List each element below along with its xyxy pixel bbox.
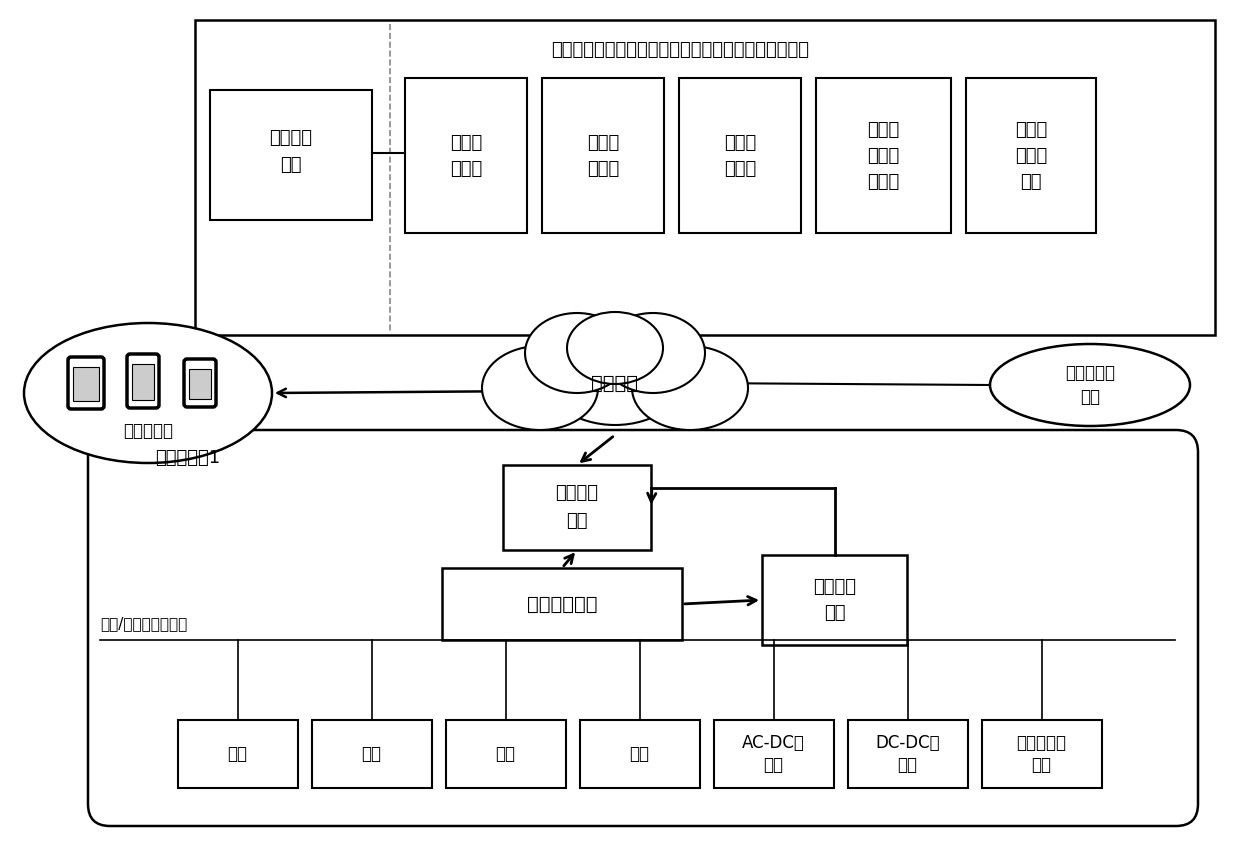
Text: 设备参: 设备参	[450, 134, 482, 151]
Bar	[133, 364, 154, 400]
FancyBboxPatch shape	[185, 359, 216, 407]
Bar	[311, 720, 431, 788]
Bar	[209, 90, 372, 220]
Ellipse shape	[632, 346, 748, 430]
Text: 风机: 风机	[228, 745, 248, 763]
Text: 其他交直流: 其他交直流	[1066, 364, 1115, 382]
Text: 交直流微网1: 交直流微网1	[155, 449, 221, 467]
Text: 数管理: 数管理	[450, 160, 482, 177]
Bar	[442, 568, 681, 640]
Bar	[177, 720, 297, 788]
Text: AC-DC变: AC-DC变	[742, 734, 805, 752]
Text: 负荷: 负荷	[629, 745, 649, 763]
Text: 能源发: 能源发	[867, 146, 900, 165]
Text: 指导: 指导	[1020, 172, 1042, 191]
Text: 设备能: 设备能	[587, 134, 620, 151]
Text: 互联网终端: 互联网终端	[123, 422, 173, 440]
Ellipse shape	[543, 321, 686, 425]
Ellipse shape	[601, 313, 705, 393]
Text: 基于云平台的分布式可再生能源综合能效评估管理系统: 基于云平台的分布式可再生能源综合能效评估管理系统	[551, 41, 809, 59]
Bar	[195, 20, 1215, 335]
Ellipse shape	[543, 321, 686, 425]
Text: 光热: 光热	[496, 745, 515, 763]
Ellipse shape	[482, 346, 598, 430]
Text: 可再生: 可再生	[867, 120, 900, 139]
Ellipse shape	[990, 344, 1189, 426]
Bar	[714, 720, 834, 788]
Text: 光纤/以太控制信息网: 光纤/以太控制信息网	[100, 616, 187, 632]
Bar	[981, 720, 1101, 788]
Bar	[73, 367, 99, 401]
Text: 装置: 装置	[566, 512, 587, 530]
Text: 计量采集系统: 计量采集系统	[527, 595, 597, 613]
Text: 估结果: 估结果	[1015, 146, 1047, 165]
Ellipse shape	[24, 323, 273, 463]
Text: 网络安全: 网络安全	[555, 484, 598, 502]
Bar	[966, 78, 1097, 233]
Text: 效监测: 效监测	[587, 160, 620, 177]
Text: 能效评: 能效评	[1015, 120, 1047, 139]
Bar	[446, 720, 565, 788]
FancyBboxPatch shape	[68, 357, 104, 409]
Ellipse shape	[632, 346, 748, 430]
Bar	[405, 78, 527, 233]
Ellipse shape	[525, 313, 629, 393]
FancyBboxPatch shape	[128, 354, 159, 408]
Ellipse shape	[482, 346, 598, 430]
Bar	[817, 78, 952, 233]
Text: 云端网络: 云端网络	[591, 373, 638, 393]
Ellipse shape	[567, 312, 663, 384]
Text: 效分析: 效分析	[724, 160, 756, 177]
Bar	[190, 369, 211, 399]
Text: 电监测: 电监测	[867, 172, 900, 191]
Text: DC-DC变: DC-DC变	[875, 734, 940, 752]
Ellipse shape	[601, 313, 705, 393]
Bar	[847, 720, 968, 788]
Text: 设备能: 设备能	[724, 134, 756, 151]
FancyBboxPatch shape	[88, 430, 1198, 826]
Bar	[503, 465, 650, 550]
Ellipse shape	[525, 313, 629, 393]
Text: 压器: 压器	[1032, 756, 1052, 774]
Text: 换器: 换器	[897, 756, 918, 774]
Bar	[679, 78, 800, 233]
Text: 光伏: 光伏	[362, 745, 382, 763]
Text: 能量管理: 能量管理	[813, 578, 856, 596]
Bar	[580, 720, 700, 788]
Text: 网络安全: 网络安全	[270, 129, 312, 147]
Ellipse shape	[567, 312, 663, 384]
Text: 装置: 装置	[280, 156, 302, 174]
Text: 电力电子变: 电力电子变	[1016, 734, 1067, 752]
Bar	[541, 78, 664, 233]
Text: 换器: 换器	[763, 756, 783, 774]
Text: 系统: 系统	[824, 604, 845, 622]
Text: 微网: 微网	[1080, 388, 1100, 406]
Bar	[762, 555, 907, 645]
